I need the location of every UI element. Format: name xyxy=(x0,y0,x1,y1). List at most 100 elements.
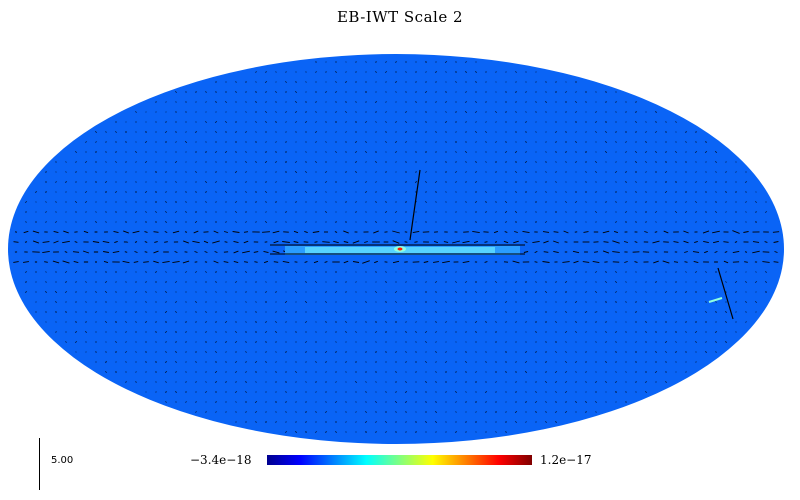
vector-mark xyxy=(345,121,347,123)
vector-mark xyxy=(615,371,617,373)
vector-mark xyxy=(205,411,207,413)
vector-mark xyxy=(293,230,299,234)
vector-mark xyxy=(345,381,347,383)
vector-mark xyxy=(55,191,57,193)
vector-mark xyxy=(565,211,567,213)
vector-mark xyxy=(405,130,407,134)
vector-mark xyxy=(205,201,207,203)
vector-mark xyxy=(375,391,377,393)
vector-mark xyxy=(613,230,619,234)
vector-mark xyxy=(485,391,487,393)
vector-mark xyxy=(115,301,117,303)
vector-mark xyxy=(235,201,237,203)
vector-mark xyxy=(335,291,337,293)
vector-mark xyxy=(425,281,427,283)
vector-mark xyxy=(575,341,577,343)
vector-mark xyxy=(505,291,507,293)
vector-mark xyxy=(595,111,597,113)
vector-mark xyxy=(555,171,557,173)
vector-mark xyxy=(145,191,147,193)
vector-mark xyxy=(715,301,717,303)
vector-mark xyxy=(235,371,237,373)
vector-mark xyxy=(175,381,177,383)
vector-mark xyxy=(585,311,587,313)
vector-mark xyxy=(495,301,497,303)
vector-mark xyxy=(165,390,167,394)
vector-mark xyxy=(405,361,407,363)
vector-mark xyxy=(154,241,158,243)
vector-mark xyxy=(175,351,177,353)
vector-mark xyxy=(745,321,747,323)
vector-mark xyxy=(445,191,447,193)
vector-mark xyxy=(355,321,357,323)
vector-mark xyxy=(245,171,247,173)
vector-mark xyxy=(535,401,537,403)
vector-mark xyxy=(635,291,637,293)
vector-mark xyxy=(375,121,377,123)
vector-mark xyxy=(515,111,517,113)
vector-mark xyxy=(495,321,497,323)
vector-mark xyxy=(512,260,520,264)
vector-mark xyxy=(585,281,587,283)
vector-mark xyxy=(172,230,180,234)
vector-mark xyxy=(162,260,170,264)
vector-mark xyxy=(655,291,657,293)
vector-mark xyxy=(605,281,607,283)
vector-mark xyxy=(695,271,697,273)
vector-mark xyxy=(595,291,597,293)
vector-mark xyxy=(433,261,439,263)
vector-mark xyxy=(525,370,527,374)
vector-mark xyxy=(525,91,527,93)
vector-mark xyxy=(45,301,47,303)
vector-mark xyxy=(295,201,297,203)
vector-mark xyxy=(164,241,168,243)
vector-mark xyxy=(215,181,217,183)
vector-mark xyxy=(285,421,287,423)
vector-mark xyxy=(485,131,487,133)
vector-mark xyxy=(325,151,327,153)
vector-mark xyxy=(285,191,287,193)
vector-mark xyxy=(63,230,69,234)
vector-mark xyxy=(175,141,177,143)
vector-mark xyxy=(615,341,617,343)
vector-mark xyxy=(265,411,267,413)
vector-mark xyxy=(214,101,218,103)
vector-mark xyxy=(465,91,467,93)
vector-mark xyxy=(315,431,317,433)
vector-mark xyxy=(235,281,237,283)
vector-mark xyxy=(525,111,527,113)
vector-mark xyxy=(545,371,547,373)
vector-mark xyxy=(765,271,767,273)
vector-mark xyxy=(615,131,617,133)
vector-mark xyxy=(405,221,407,223)
vector-mark xyxy=(395,301,397,303)
vector-mark xyxy=(375,421,377,423)
vector-mark xyxy=(485,211,487,213)
vector-mark xyxy=(395,191,397,193)
vector-mark xyxy=(44,261,48,263)
vector-mark xyxy=(455,301,457,303)
vector-mark xyxy=(465,301,467,303)
vector-scale-bar xyxy=(39,438,40,490)
vector-mark xyxy=(602,250,610,254)
vector-mark xyxy=(405,411,407,413)
vector-mark xyxy=(505,341,507,343)
vector-mark xyxy=(485,401,487,403)
vector-mark xyxy=(765,281,767,283)
vector-mark xyxy=(415,291,417,293)
vector-mark xyxy=(324,431,328,433)
vector-mark xyxy=(695,151,697,153)
vector-mark xyxy=(254,101,258,103)
vector-mark xyxy=(53,230,59,234)
vector-mark xyxy=(245,301,247,303)
vector-mark xyxy=(215,371,217,373)
vector-mark xyxy=(105,161,107,163)
vector-mark xyxy=(365,411,367,413)
vector-mark xyxy=(245,191,247,193)
vector-mark xyxy=(295,381,297,383)
vector-mark xyxy=(585,331,587,333)
vector-mark xyxy=(665,121,667,123)
vector-mark xyxy=(475,201,477,203)
vector-mark xyxy=(83,230,89,234)
vector-mark xyxy=(545,421,547,423)
